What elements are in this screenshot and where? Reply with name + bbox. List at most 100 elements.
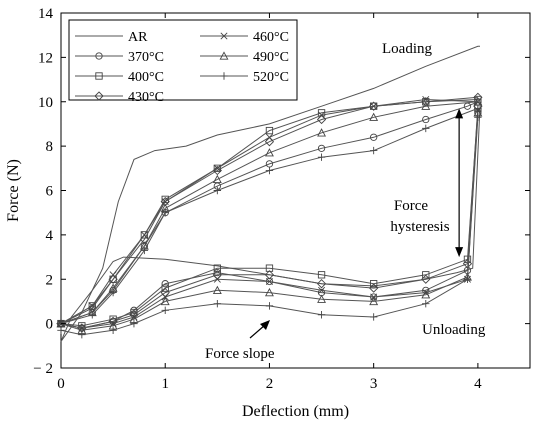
- slope-arrow-shaft: [249, 324, 266, 339]
- data-point: [78, 331, 86, 339]
- data-point: [369, 283, 379, 293]
- data-point: [422, 96, 430, 104]
- data-point: [422, 299, 430, 308]
- hysteresis-arrow-head-down: [455, 247, 464, 258]
- data-point: [264, 148, 274, 157]
- data-point: [422, 286, 430, 294]
- data-point: [474, 104, 482, 113]
- data-point: [78, 322, 86, 330]
- data-point: [462, 259, 473, 269]
- data-point: [140, 231, 148, 239]
- y-tick-label: 14: [38, 6, 54, 22]
- data-point: [264, 287, 274, 297]
- data-point: [140, 246, 149, 255]
- data-point: [213, 268, 221, 277]
- data-point: [265, 166, 274, 175]
- data-point: [212, 165, 222, 176]
- data-point: [94, 91, 104, 101]
- y-tick-label: 10: [38, 95, 53, 111]
- data-point: [264, 270, 275, 280]
- data-point: [213, 164, 221, 172]
- legend-label: 430°C: [128, 90, 164, 105]
- data-point: [88, 302, 96, 310]
- y-tick-label: 0: [46, 317, 54, 333]
- data-point: [57, 326, 65, 334]
- annotation-unloading: Unloading: [422, 322, 486, 338]
- series-line-loading: [60, 45, 480, 342]
- data-point: [369, 101, 379, 111]
- data-point: [318, 286, 326, 294]
- series-line-unloading: [60, 117, 479, 336]
- data-point: [161, 198, 169, 206]
- data-point: [109, 271, 117, 279]
- data-point: [220, 32, 228, 40]
- data-point: [463, 275, 472, 283]
- series-line-unloading: [60, 112, 479, 331]
- data-point: [369, 313, 378, 321]
- legend-label: 460°C: [253, 30, 289, 45]
- data-point: [212, 285, 222, 294]
- data-point: [422, 115, 430, 124]
- data-point: [369, 112, 379, 121]
- data-point: [95, 52, 103, 60]
- y-tick-label: 4: [46, 228, 54, 244]
- data-point: [161, 306, 169, 315]
- series-line-loading: [60, 101, 478, 325]
- data-point: [370, 133, 378, 141]
- series-line-unloading: [60, 106, 481, 342]
- data-point: [265, 302, 274, 310]
- y-tick-label: 6: [46, 184, 54, 200]
- data-point: [95, 72, 103, 80]
- data-point: [161, 280, 169, 288]
- series-line-unloading: [60, 108, 479, 327]
- legend-item: 460°C: [200, 30, 289, 45]
- data-point: [213, 275, 221, 283]
- data-point: [369, 296, 379, 306]
- series-AR: [60, 45, 481, 342]
- legend-item: 400°C: [75, 70, 164, 85]
- legend-label: AR: [128, 30, 148, 45]
- data-point: [317, 144, 326, 152]
- data-point: [109, 326, 117, 334]
- annotation-hysteresis_line2: hysteresis: [390, 219, 449, 235]
- x-tick-label: 4: [474, 376, 482, 392]
- data-point: [421, 290, 431, 299]
- x-tick-label: 2: [266, 376, 274, 392]
- y-tick-label: 8: [46, 139, 54, 155]
- y-axis-title: Force (N): [5, 159, 22, 222]
- y-tick-label: 2: [46, 272, 54, 288]
- data-point: [474, 113, 482, 121]
- annotation-hysteresis_line1: Force: [394, 198, 428, 214]
- data-point: [130, 319, 138, 328]
- data-point: [213, 186, 222, 195]
- data-point: [318, 111, 326, 119]
- x-tick-label: 1: [161, 376, 169, 392]
- data-point: [88, 311, 96, 319]
- data-point: [140, 231, 149, 239]
- data-point: [370, 102, 378, 110]
- legend-item: 520°C: [200, 70, 289, 85]
- data-point: [370, 280, 378, 288]
- data-point: [421, 101, 431, 110]
- legend-box: [68, 19, 298, 101]
- data-point: [422, 271, 430, 279]
- legend-item: 490°C: [200, 50, 289, 65]
- legend-label: 520°C: [253, 70, 289, 85]
- legend-item: 430°C: [75, 90, 164, 105]
- data-point: [317, 294, 327, 303]
- x-axis-title: Deflection (mm): [242, 403, 349, 420]
- annotation-loading: Loading: [382, 41, 432, 57]
- legend-item: 370°C: [75, 50, 164, 65]
- x-tick-label: 3: [370, 376, 378, 392]
- legend-item: AR: [75, 30, 148, 45]
- data-point: [317, 153, 326, 161]
- x-tick-label: 0: [57, 376, 65, 392]
- data-point: [265, 126, 274, 135]
- series-line-unloading: [60, 110, 479, 329]
- legend-label: 490°C: [253, 50, 289, 65]
- y-tick-label: − 2: [33, 361, 53, 377]
- series-layer: [56, 45, 483, 342]
- data-point: [265, 133, 273, 141]
